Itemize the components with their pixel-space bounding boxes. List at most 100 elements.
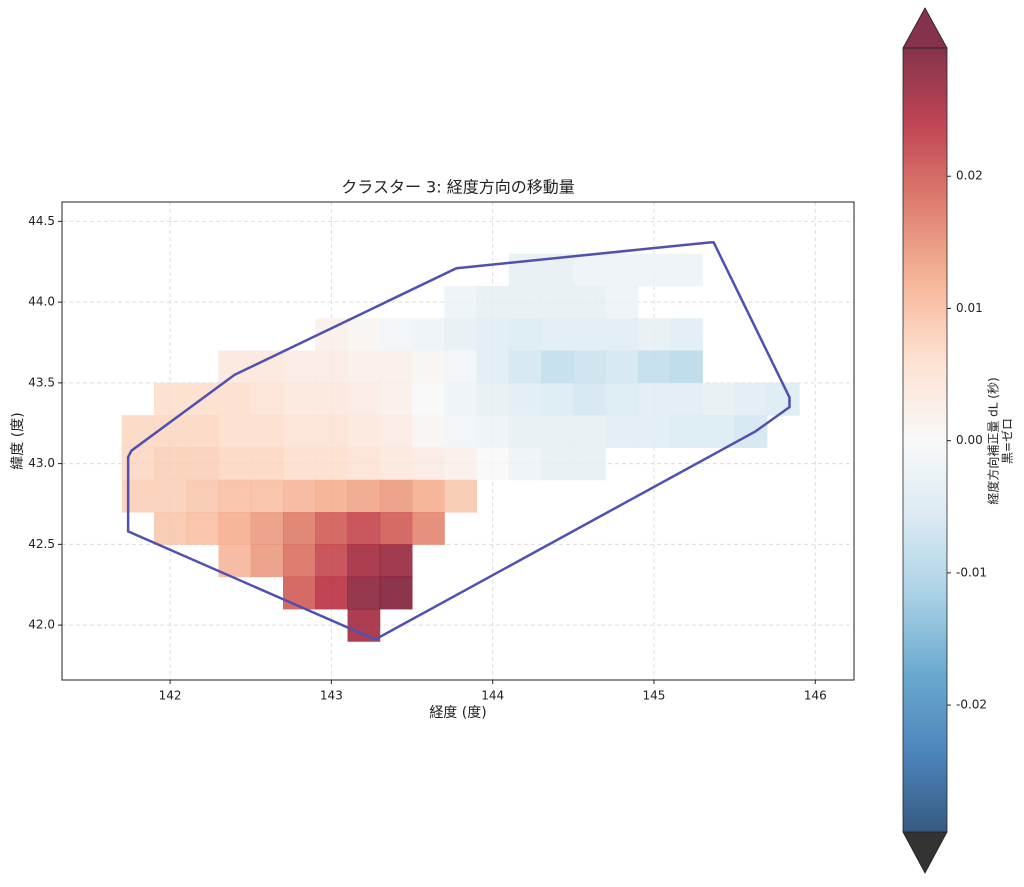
colorbar-tick-label: 0.00 [956,433,983,447]
heatmap-cell [250,382,284,416]
heatmap-cell [347,544,381,578]
colorbar-frame [902,47,948,833]
heatmap-cell [153,382,187,416]
heatmap-cell [186,447,219,481]
heatmap-cell [347,382,381,416]
y-tick-label: 42.5 [28,537,55,551]
heatmap-cell [379,479,413,513]
colorbar-label: 黒=ゼロ [1001,418,1015,464]
heatmap-cell [734,382,768,416]
heatmap-cell [218,415,252,448]
x-tick-label: 142 [159,689,182,703]
plot-frame [61,201,855,681]
heatmap-cell [573,318,607,352]
heatmap-cell [412,415,445,448]
heatmap-cell [573,415,607,448]
heatmap-cell [508,350,542,384]
colorbar-tick-label: -0.01 [956,565,987,579]
colorbar-tick-label: 0.01 [956,301,983,315]
heatmap-cells [121,253,800,642]
heatmap-cell [605,318,639,352]
heatmap-cell [444,350,478,384]
heatmap-cell [573,253,607,287]
heatmap-cell [121,479,155,513]
heatmap-cell [282,479,316,513]
heatmap-cell [186,512,219,545]
heatmap-cell [218,512,252,545]
heatmap-cell [476,318,510,352]
heatmap-cell [605,350,639,384]
heatmap-cell [412,512,445,545]
heatmap-cell [379,544,413,578]
heatmap-cell [315,512,349,545]
heatmap-cell [347,608,381,642]
heatmap-cell [347,576,381,610]
heatmap-cell [250,415,284,448]
heatmap-cell [282,544,316,578]
heatmap-cell [541,415,574,448]
heatmap-cell [218,544,252,578]
heatmap-cell [508,253,542,287]
heatmap-cell [153,447,187,481]
heatmap-cell [218,382,252,416]
y-tick-label: 42.0 [28,618,55,632]
chart-title: クラスター 3: 経度方向の移動量 [341,178,574,197]
heatmap-cell [541,285,574,319]
heatmap-cell [476,382,510,416]
heatmap-cell [508,382,542,416]
heatmap-cell [347,512,381,545]
heatmap-cell [282,415,316,448]
heatmap-cell [121,415,155,448]
heatmap-cell [412,318,445,352]
heatmap-cell [186,479,219,513]
heatmap-cell [315,544,349,578]
colorbar [903,48,947,832]
heatmap-cell [282,512,316,545]
heatmap-cell [347,318,381,352]
heatmap-cell [508,415,542,448]
x-tick-label: 144 [481,689,504,703]
heatmap-cell [347,350,381,384]
heatmap-cell [379,447,413,481]
heatmap-cell [412,447,445,481]
heatmap-cell [379,576,413,610]
x-tick-label: 143 [320,689,343,703]
x-tick-label: 145 [643,689,666,703]
y-tick-label: 43.0 [28,456,55,470]
heatmap-cell [315,382,349,416]
heatmap-cell [541,382,574,416]
heatmap-cell [637,350,671,384]
x-tick-label: 146 [804,689,827,703]
heatmap-cell [444,285,478,319]
heatmap-cell [282,382,316,416]
heatmap-cell [218,479,252,513]
colorbar-tick-label: 0.02 [956,169,983,183]
heatmap-cell [379,318,413,352]
heatmap-cell [250,350,284,384]
heatmap-cell [347,447,381,481]
heatmap-cell [250,479,284,513]
heatmap-cell [379,512,413,545]
heatmap-cell [637,318,671,352]
heatmap-cell [412,382,445,416]
colorbar-extend-over [902,7,948,49]
heatmap-cell [444,447,478,481]
y-tick-label: 44.5 [28,214,55,228]
heatmap-cell [637,253,671,287]
heatmap-cell [476,415,510,448]
x-axis-label: 経度 (度) [429,705,486,721]
heatmap-cell [670,415,703,448]
heatmap-cell [218,447,252,481]
y-tick-label: 44.0 [28,295,55,309]
heatmap-cell [315,350,349,384]
heatmap-cell [153,512,187,545]
colorbar-extend-under [902,831,948,874]
heatmap-cell [282,576,316,610]
heatmap-cell [282,447,316,481]
convex-hull [126,241,791,642]
heatmap-cell [670,253,703,287]
heatmap-cell [637,415,671,448]
heatmap-cell [412,479,445,513]
heatmap-cell [379,415,413,448]
